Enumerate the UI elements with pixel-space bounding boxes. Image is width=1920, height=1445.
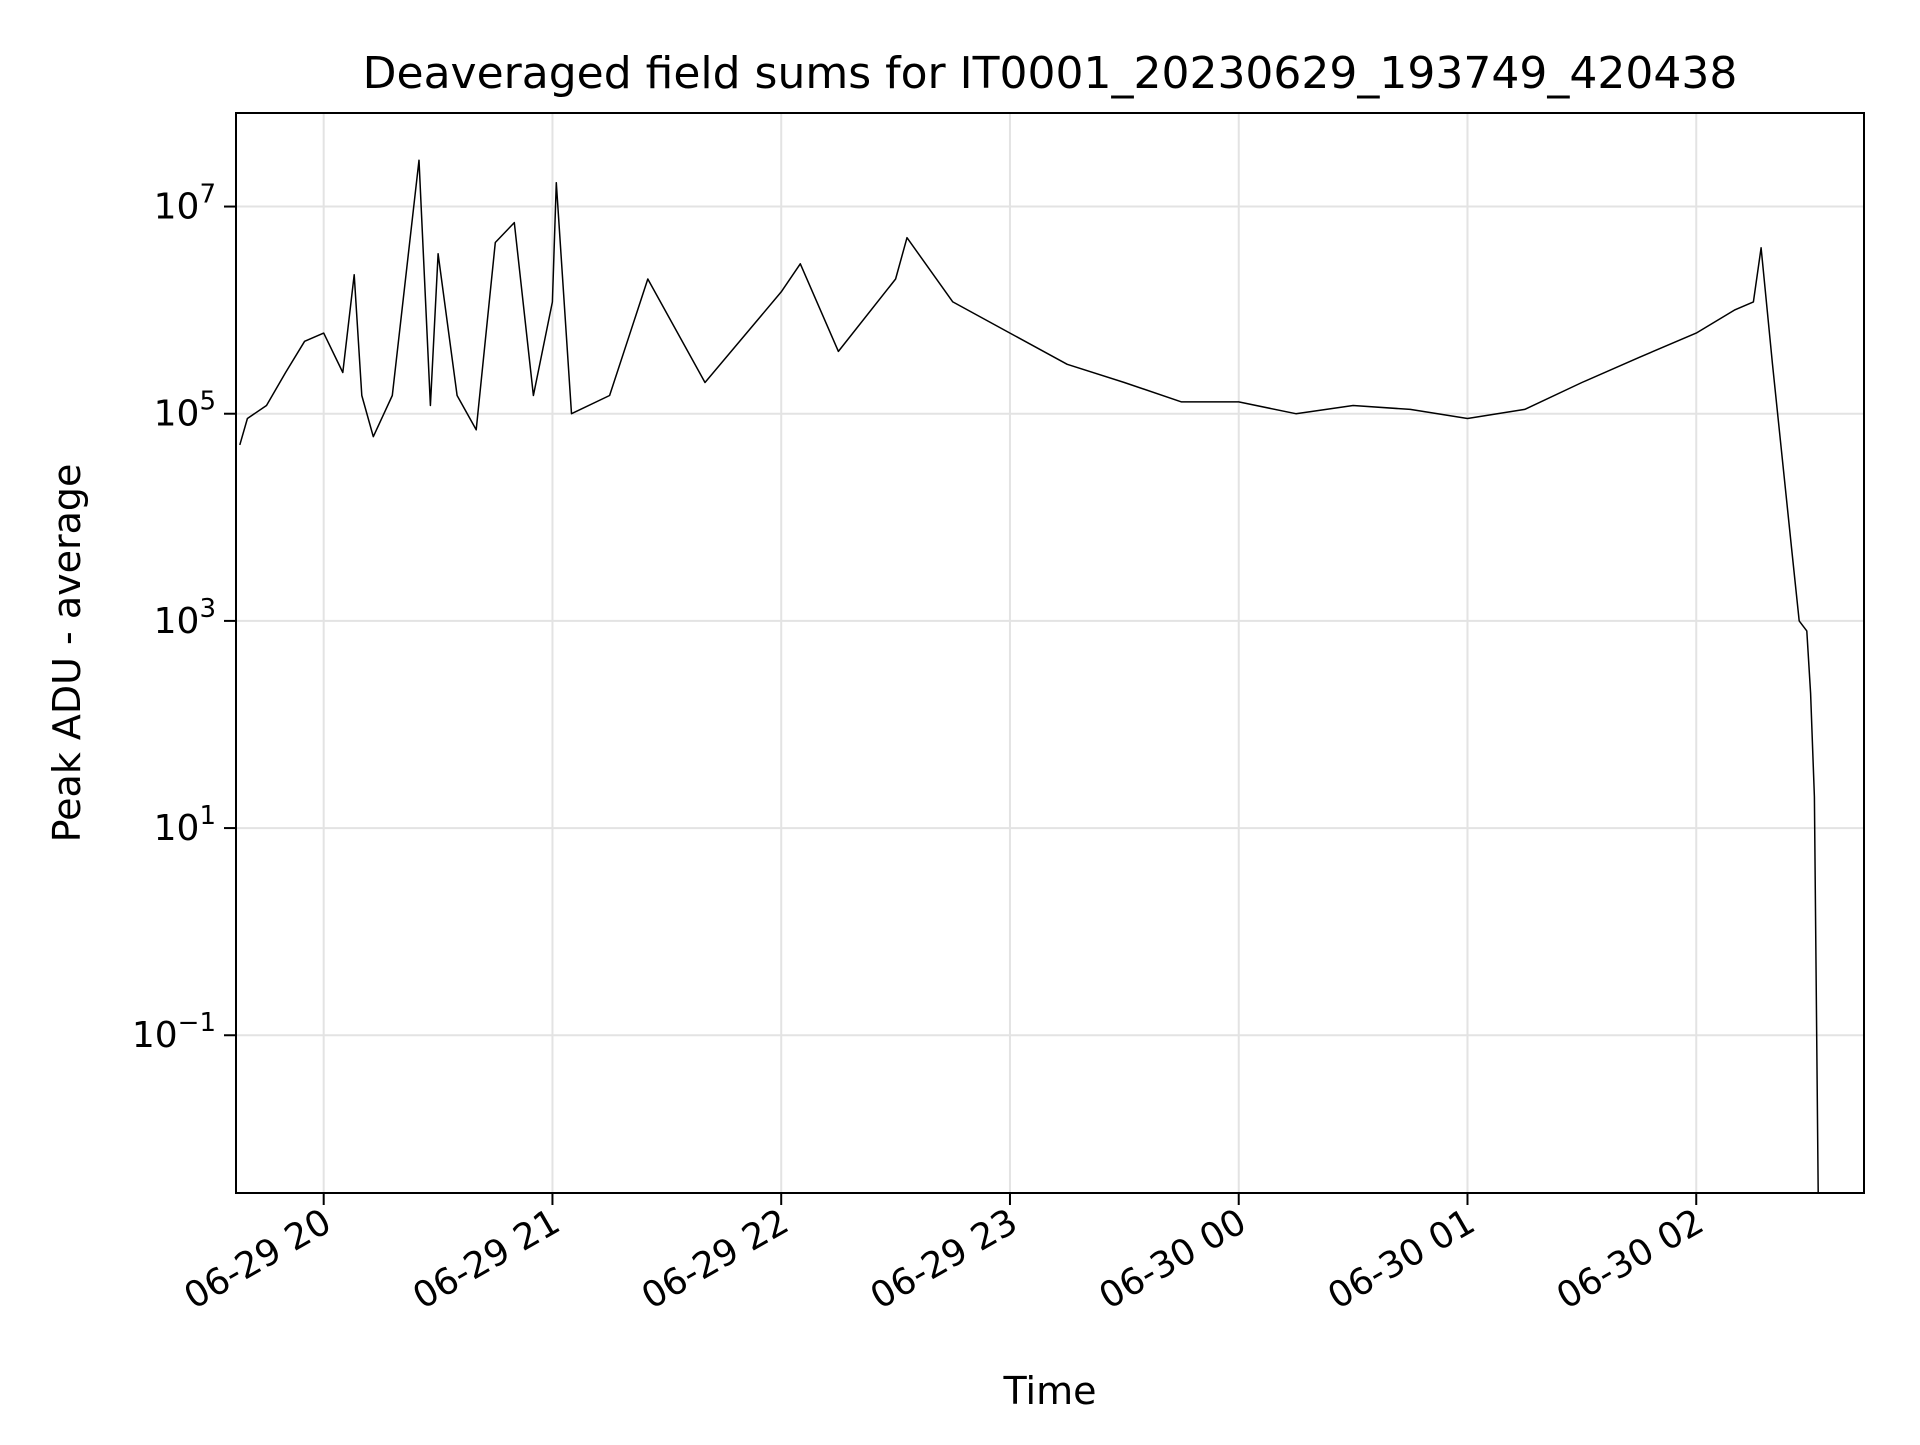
y-tick-base: 10 <box>154 601 200 642</box>
y-tick-exponent: 3 <box>199 594 216 624</box>
y-tick-label: 101 <box>154 801 216 849</box>
y-tick-base: 10 <box>154 808 200 849</box>
series-layer <box>239 159 1819 1194</box>
chart-title: Deaveraged field sums for IT0001_2023062… <box>363 48 1738 99</box>
y-tick-base: 10 <box>154 187 200 228</box>
y-tick-exponent: 7 <box>199 180 216 210</box>
y-tick-label: 107 <box>154 180 216 228</box>
x-axis-label: Time <box>1003 1369 1097 1413</box>
y-tick-exponent: 1 <box>199 801 216 831</box>
y-tick-base: 10 <box>132 1015 178 1056</box>
y-tick-exponent: 5 <box>199 387 216 417</box>
plot-frame <box>235 112 1865 1194</box>
y-axis-label: Peak ADU - average <box>45 464 89 843</box>
y-tick-label: 103 <box>154 594 216 642</box>
y-tick-exponent: −1 <box>178 1008 216 1038</box>
y-tick-label: 10−1 <box>132 1008 216 1056</box>
data-series-line <box>239 159 1819 1194</box>
y-tick-base: 10 <box>154 394 200 435</box>
y-tick-label: 105 <box>154 387 216 435</box>
